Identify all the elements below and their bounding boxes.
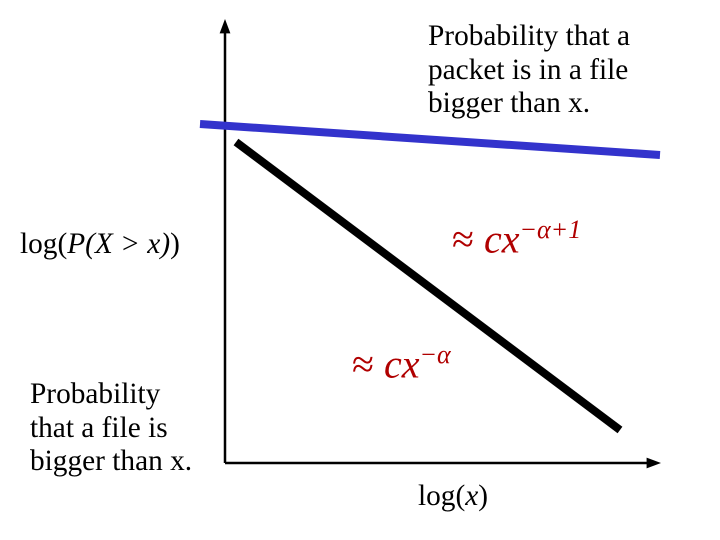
formula-approx-icon: ≈ xyxy=(352,341,384,386)
annotation-file: Probabilitythat a file isbigger than x. xyxy=(30,378,210,479)
x-axis-label: log(x) xyxy=(418,480,488,513)
annotation-packet: Probability that apacket is in a filebig… xyxy=(428,20,658,121)
y-axis-arrow-icon xyxy=(220,19,231,33)
formula-file-prob: ≈ cx−α xyxy=(352,340,451,387)
formula-packet-prob: ≈ cx−α+1 xyxy=(452,215,581,262)
x-axis-close: ) xyxy=(478,480,488,512)
annotation-packet-text: Probability that apacket is in a filebig… xyxy=(428,20,630,119)
formula-x: x xyxy=(502,216,520,261)
y-axis-label: log(P(X > x)) xyxy=(20,228,180,261)
x-axis-inner: x xyxy=(465,480,478,512)
formula-exp: −α xyxy=(419,340,450,369)
y-axis-close: ) xyxy=(170,228,180,260)
formula-x: x xyxy=(402,341,420,386)
formula-approx-icon: ≈ xyxy=(452,216,484,261)
line-packet-prob xyxy=(200,124,660,155)
x-axis-log: log( xyxy=(418,480,465,512)
y-axis-inner: P(X > x) xyxy=(67,228,170,260)
formula-c: c xyxy=(484,216,502,261)
formula-exp: −α+1 xyxy=(519,215,581,244)
x-axis-arrow-icon xyxy=(647,458,661,469)
formula-c: c xyxy=(384,341,402,386)
diagram-stage: Probability that apacket is in a filebig… xyxy=(0,0,720,540)
y-axis-log: log( xyxy=(20,228,67,260)
annotation-file-text: Probabilitythat a file isbigger than x. xyxy=(30,378,192,477)
